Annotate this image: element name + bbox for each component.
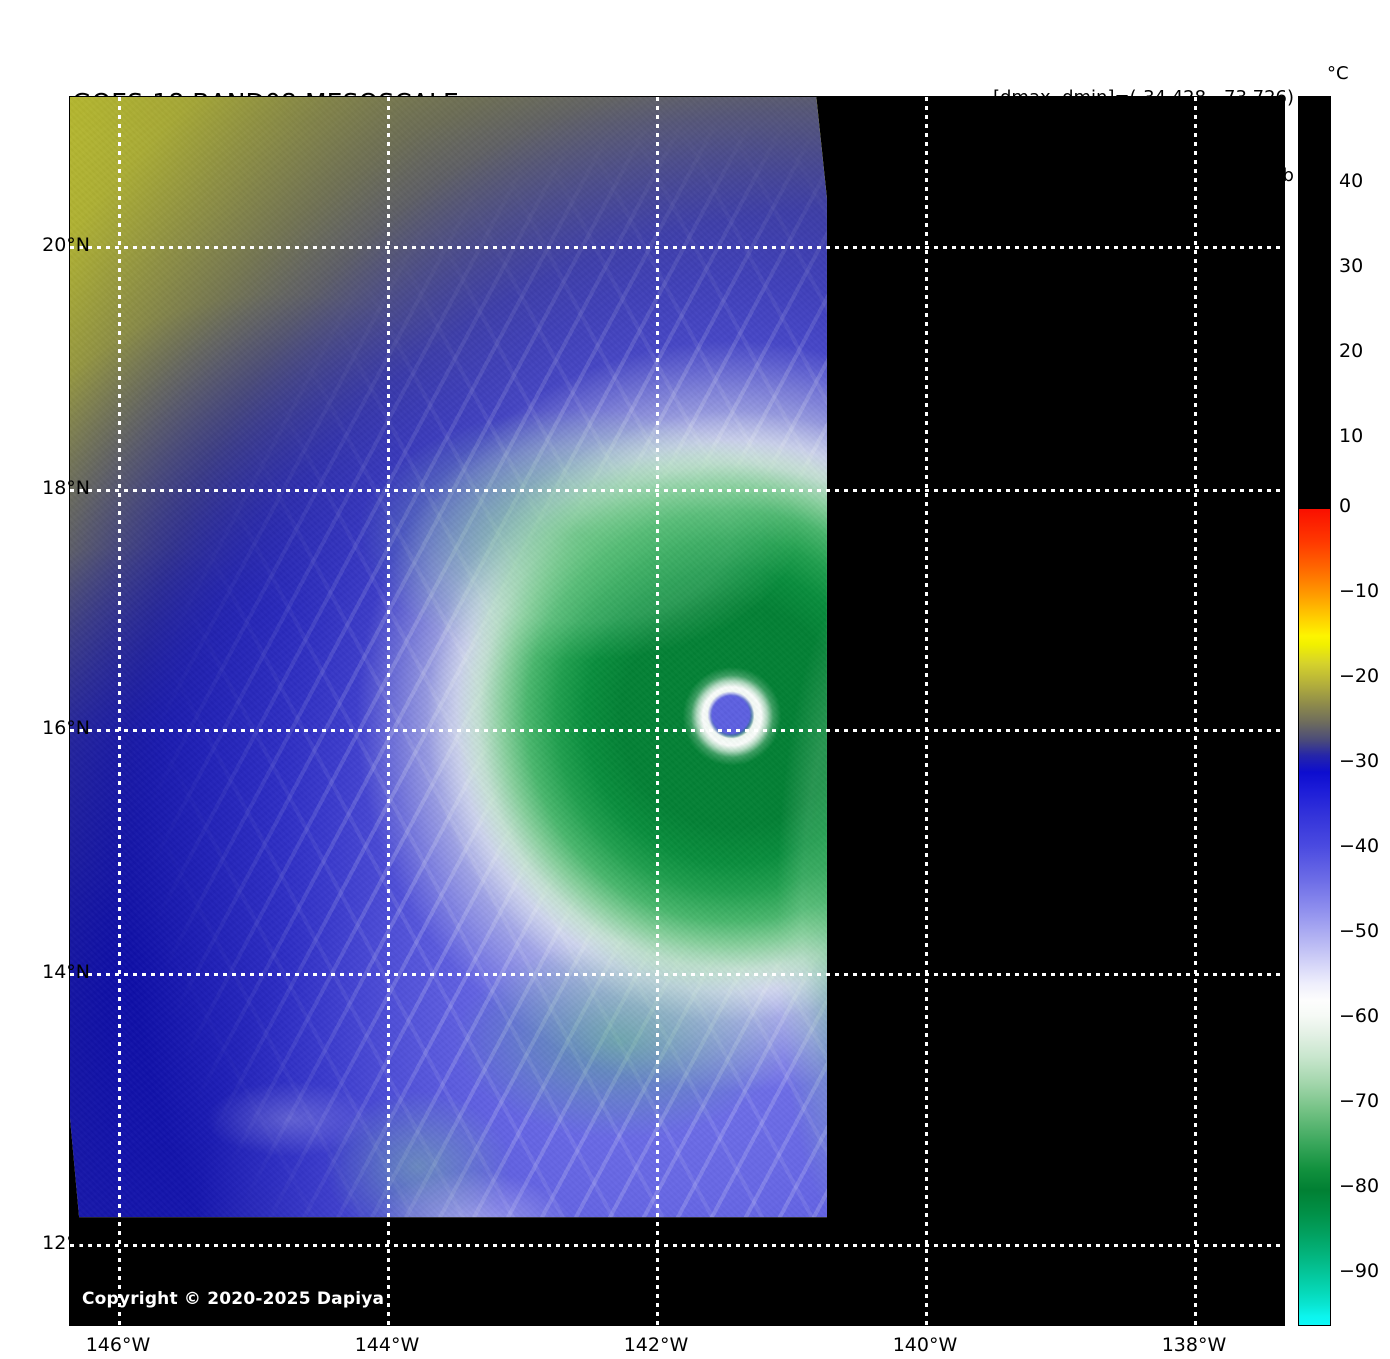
gridline-144W [387,97,390,1325]
ytick-20N: 20°N [42,234,90,256]
cbtick-m60: −60 [1339,1005,1380,1027]
cbtick-30: 30 [1339,255,1364,277]
xtick-144W: 144°W [354,1334,420,1356]
gridline-20N [70,246,1284,249]
ytick-14N: 14°N [42,961,90,983]
cbtick-0: 0 [1339,495,1352,517]
gridline-138W [1194,97,1197,1325]
cbtick-m10: −10 [1339,580,1380,602]
gridline-140W [925,97,928,1325]
cbtick-40: 40 [1339,170,1364,192]
ytick-16N: 16°N [42,717,90,739]
xtick-140W: 140°W [892,1334,958,1356]
satellite-image-plot: Copyright © 2020-2025 Dapiya [69,96,1285,1326]
cbtick-m30: −30 [1339,750,1380,772]
colorbar [1298,96,1331,1326]
gridline-14N [70,973,1284,976]
ytick-18N: 18°N [42,477,90,499]
satellite-swath [70,97,827,1218]
cbtick-m70: −70 [1339,1090,1380,1112]
gridline-16N [70,729,1284,732]
cbtick-m80: −80 [1339,1175,1380,1197]
cbtick-20: 20 [1339,340,1364,362]
cbtick-m20: −20 [1339,665,1380,687]
gridline-142W [656,97,659,1325]
xtick-138W: 138°W [1161,1334,1227,1356]
ytick-12N: 12°N [42,1232,90,1254]
cbtick-m90: −90 [1339,1260,1380,1282]
gridline-18N [70,489,1284,492]
low-cloud-mottling [70,97,827,1218]
copyright-label: Copyright © 2020-2025 Dapiya [82,1289,385,1309]
satellite-raster [70,97,1284,1325]
xtick-142W: 142°W [623,1334,689,1356]
texture-noise [70,97,827,1218]
cbtick-m50: −50 [1339,920,1380,942]
colorbar-unit-label: °C [1327,63,1349,84]
gridline-12N [70,1244,1284,1247]
gridline-146W [118,97,121,1325]
storm-eye [70,97,827,1218]
xtick-146W: 146°W [85,1334,151,1356]
cbtick-m40: −40 [1339,835,1380,857]
cbtick-10: 10 [1339,425,1364,447]
